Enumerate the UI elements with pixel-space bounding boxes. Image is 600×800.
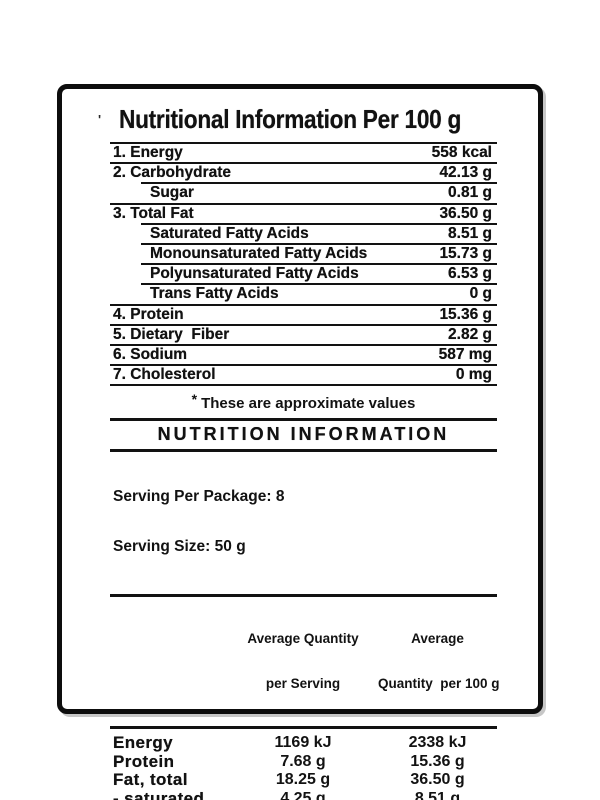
title-row: ' Nutritional Information Per 100 g: [98, 102, 497, 137]
row-value: 15.36 g: [439, 305, 492, 323]
row-label: Polyunsaturated Fatty Acids: [150, 265, 359, 283]
row-sugar: Sugar 0.81 g: [141, 182, 497, 202]
per-serving-value: 1169 kJ: [274, 734, 332, 752]
row-label: 5. Dietary Fiber: [113, 325, 230, 343]
per-100g-value: 8.51 g: [414, 790, 461, 800]
per-serving-value: 4.25 g: [280, 790, 326, 800]
row-label: Protein: [113, 751, 175, 771]
nutrition-label: ' Nutritional Information Per 100 g 1. E…: [57, 84, 543, 800]
row-label: Trans Fatty Acids: [150, 285, 279, 303]
row-monounsaturated-fatty-acids: Monounsaturated Fatty Acids 15.73 g: [141, 242, 497, 263]
scan-stray-mark: ': [98, 112, 102, 127]
per-100g-value: 15.36 g: [410, 752, 465, 770]
divider: [110, 726, 497, 730]
per-serving-value: 18.25 g: [275, 771, 331, 789]
row-label: 4. Protein: [113, 305, 184, 323]
row-protein: 4. Protein 15.36 g: [110, 303, 497, 324]
approximate-values-note: * These are approximate values: [110, 389, 497, 413]
row-energy: 1. Energy 558 kcal: [110, 142, 497, 162]
serving-info: Serving Per Package: 8 Serving Size: 50 …: [110, 452, 497, 594]
nutrition-table-body: Energy 1169 kJ 2338 kJ Protein 7.68 g 15…: [110, 729, 497, 800]
row-saturated-fatty-acids: Saturated Fatty Acids 8.51 g: [141, 222, 497, 243]
divider: [110, 594, 497, 598]
row-trans-fatty-acids: Trans Fatty Acids 0 g: [141, 283, 497, 303]
serving-size: Serving Size: 50 g: [113, 537, 246, 555]
section-heading: NUTRITION INFORMATION: [157, 424, 450, 445]
per-100g-value: 36.50 g: [410, 771, 465, 789]
row-sodium: 6. Sodium 587 mg: [110, 343, 497, 364]
per-100g-value: 2338 kJ: [408, 734, 467, 752]
label-content: ' Nutritional Information Per 100 g 1. E…: [98, 89, 500, 800]
row-carbohydrate: 2. Carbohydrate 42.13 g: [110, 162, 497, 182]
footnote-text: These are approximate values: [201, 395, 416, 413]
row-dietary-fiber: 5. Dietary Fiber 2.82 g: [110, 323, 497, 344]
row-label: 2. Carbohydrate: [113, 164, 232, 182]
divider: [110, 418, 497, 422]
per-serving-value: 7.68 g: [280, 752, 326, 770]
row-label: 7. Cholesterol: [113, 366, 216, 384]
empty-header-cell: [110, 601, 228, 721]
row-value: 587 mg: [438, 345, 492, 363]
row-protein-serving: Protein 7.68 g 15.36 g: [110, 751, 497, 772]
row-label: Monounsaturated Fatty Acids: [150, 245, 368, 263]
row-label: 3. Total Fat: [113, 204, 194, 222]
row-value: 36.50 g: [439, 204, 492, 222]
row-value: 558 kcal: [431, 144, 492, 162]
row-label: 6. Sodium: [113, 345, 188, 363]
row-value: 0 g: [469, 285, 492, 303]
col-header-per-100g: Average Quantity per 100 g: [378, 631, 500, 692]
row-cholesterol: 7. Cholesterol 0 mg: [110, 364, 497, 384]
asterisk: *: [191, 391, 198, 408]
serving-per-package: Serving Per Package: 8: [113, 488, 285, 506]
row-value: 0 mg: [455, 366, 492, 384]
row-label: - saturated: [113, 789, 205, 800]
row-fat-total: Fat, total 18.25 g 36.50 g: [110, 771, 497, 790]
row-label: Sugar: [150, 184, 194, 202]
row-label: Fat, total: [113, 770, 188, 790]
row-value: 42.13 g: [439, 164, 492, 182]
row-value: 0.81 g: [448, 184, 492, 202]
row-total-fat: 3. Total Fat 36.50 g: [110, 202, 497, 223]
nutrition-table-header: Average Quantity per Serving Average Qua…: [110, 597, 500, 726]
page-title: Nutritional Information Per 100 g: [119, 104, 462, 134]
per-100g-table: 1. Energy 558 kcal 2. Carbohydrate 42.13…: [110, 142, 497, 387]
col-header-per-serving: Average Quantity per Serving: [247, 631, 359, 692]
row-polyunsaturated-fatty-acids: Polyunsaturated Fatty Acids 6.53 g: [141, 263, 497, 283]
row-label: 1. Energy: [113, 144, 183, 162]
row-value: 6.53 g: [448, 265, 492, 283]
row-value: 15.73 g: [439, 245, 492, 263]
divider: [110, 449, 497, 453]
row-label: Energy: [113, 733, 174, 753]
row-value: 8.51 g: [448, 224, 492, 242]
row-fat-saturated: - saturated 4.25 g 8.51 g: [110, 789, 497, 800]
row-value: 2.82 g: [448, 325, 492, 343]
row-energy-kj: Energy 1169 kJ 2338 kJ: [110, 734, 497, 753]
row-label: Saturated Fatty Acids: [150, 224, 309, 242]
